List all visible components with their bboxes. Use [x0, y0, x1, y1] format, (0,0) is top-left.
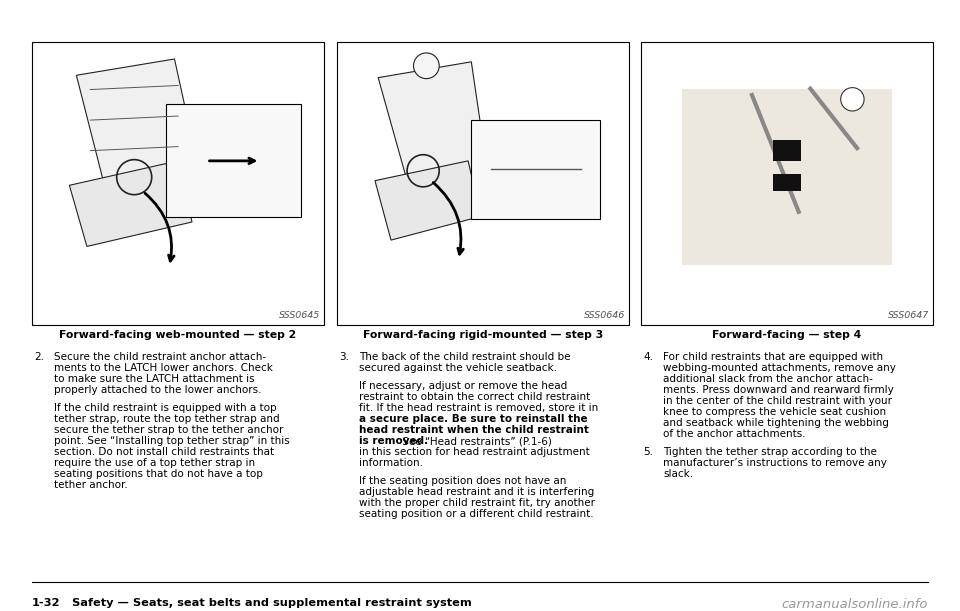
Bar	[641, 42, 933, 325]
Text: SSS0646: SSS0646	[584, 311, 625, 320]
Text: See “Head restraints” (P.1-6): See “Head restraints” (P.1-6)	[398, 436, 551, 446]
Polygon shape	[682, 89, 892, 265]
Text: ments to the LATCH lower anchors. Check: ments to the LATCH lower anchors. Check	[54, 363, 273, 373]
Text: Forward-facing web-mounted — step 2: Forward-facing web-mounted — step 2	[60, 330, 297, 340]
Bar	[166, 104, 300, 218]
Text: manufacturer’s instructions to remove any: manufacturer’s instructions to remove an…	[663, 458, 887, 468]
Text: in the center of the child restraint with your: in the center of the child restraint wit…	[663, 396, 892, 406]
Bar	[32, 42, 324, 325]
Text: The back of the child restraint should be: The back of the child restraint should b…	[359, 352, 570, 362]
Text: to make sure the LATCH attachment is: to make sure the LATCH attachment is	[54, 374, 254, 384]
Text: is removed.: is removed.	[359, 436, 428, 446]
Text: with the proper child restraint fit, try another: with the proper child restraint fit, try…	[359, 498, 595, 508]
Text: For child restraints that are equipped with: For child restraints that are equipped w…	[663, 352, 883, 362]
Bar	[337, 42, 629, 325]
Text: tether anchor.: tether anchor.	[54, 480, 128, 490]
Text: SSS0645: SSS0645	[278, 311, 320, 320]
Text: ments. Press downward and rearward firmly: ments. Press downward and rearward firml…	[663, 385, 894, 395]
Text: Forward-facing — step 4: Forward-facing — step 4	[712, 330, 862, 340]
Text: restraint to obtain the correct child restraint: restraint to obtain the correct child re…	[359, 392, 590, 402]
Circle shape	[414, 53, 439, 79]
Text: point. See “Installing top tether strap” in this: point. See “Installing top tether strap”…	[54, 436, 290, 446]
Polygon shape	[77, 59, 199, 185]
Text: head restraint when the child restraint: head restraint when the child restraint	[359, 425, 588, 435]
Text: and seatback while tightening the webbing: and seatback while tightening the webbin…	[663, 418, 889, 428]
Text: additional slack from the anchor attach-: additional slack from the anchor attach-	[663, 374, 873, 384]
Text: properly attached to the lower anchors.: properly attached to the lower anchors.	[54, 385, 261, 395]
Text: If necessary, adjust or remove the head: If necessary, adjust or remove the head	[359, 381, 567, 391]
Text: section. Do not install child restraints that: section. Do not install child restraints…	[54, 447, 275, 457]
Text: adjustable head restraint and it is interfering: adjustable head restraint and it is inte…	[359, 487, 594, 497]
Text: require the use of a top tether strap in: require the use of a top tether strap in	[54, 458, 255, 468]
Text: knee to compress the vehicle seat cushion: knee to compress the vehicle seat cushio…	[663, 407, 886, 417]
Text: secure the tether strap to the tether anchor: secure the tether strap to the tether an…	[54, 425, 283, 435]
Text: 1-32: 1-32	[32, 598, 60, 608]
Text: tether strap, route the top tether strap and: tether strap, route the top tether strap…	[54, 414, 279, 424]
Text: seating positions that do not have a top: seating positions that do not have a top	[54, 469, 263, 479]
Text: carmanualsonline.info: carmanualsonline.info	[781, 598, 928, 611]
Polygon shape	[378, 62, 488, 181]
Text: slack.: slack.	[663, 469, 693, 479]
Circle shape	[841, 87, 864, 111]
Text: 2.: 2.	[34, 352, 44, 362]
Text: Tighten the tether strap according to the: Tighten the tether strap according to th…	[663, 447, 876, 457]
Text: in this section for head restraint adjustment: in this section for head restraint adjus…	[359, 447, 589, 457]
Text: Forward-facing rigid-mounted — step 3: Forward-facing rigid-mounted — step 3	[363, 330, 603, 340]
Text: webbing-mounted attachments, remove any: webbing-mounted attachments, remove any	[663, 363, 896, 373]
Polygon shape	[69, 161, 192, 246]
Text: of the anchor attachments.: of the anchor attachments.	[663, 429, 805, 439]
Text: a secure place. Be sure to reinstall the: a secure place. Be sure to reinstall the	[359, 414, 588, 424]
Bar	[471, 120, 600, 219]
Text: If the child restraint is equipped with a top: If the child restraint is equipped with …	[54, 403, 276, 413]
Text: 4.: 4.	[643, 352, 653, 362]
Text: Safety — Seats, seat belts and supplemental restraint system: Safety — Seats, seat belts and supplemen…	[72, 598, 471, 608]
Bar	[773, 140, 801, 161]
Text: If the seating position does not have an: If the seating position does not have an	[359, 476, 566, 486]
Text: SSS0647: SSS0647	[888, 311, 929, 320]
Bar	[773, 174, 801, 191]
Text: 3.: 3.	[339, 352, 349, 362]
Text: Secure the child restraint anchor attach-: Secure the child restraint anchor attach…	[54, 352, 266, 362]
Text: information.: information.	[359, 458, 423, 468]
Polygon shape	[375, 161, 481, 240]
Text: fit. If the head restraint is removed, store it in: fit. If the head restraint is removed, s…	[359, 403, 598, 413]
Text: seating position or a different child restraint.: seating position or a different child re…	[359, 509, 593, 519]
Text: 5.: 5.	[643, 447, 653, 457]
Text: secured against the vehicle seatback.: secured against the vehicle seatback.	[359, 363, 557, 373]
